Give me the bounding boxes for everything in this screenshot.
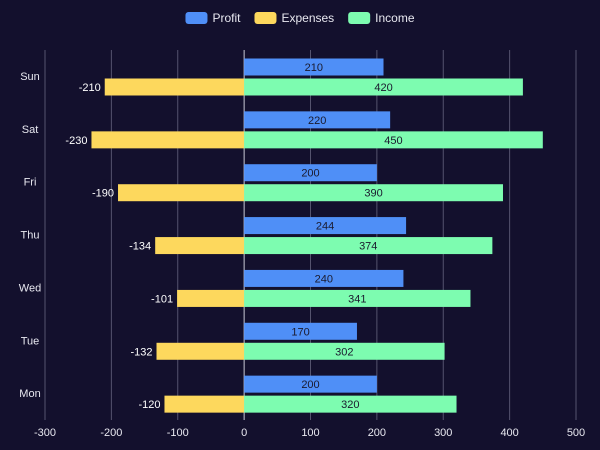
bar-label-income: 390 (364, 188, 382, 200)
bar-label-expenses: -190 (92, 188, 114, 200)
bar-expenses[interactable] (118, 184, 245, 202)
x-tick-label: 500 (567, 427, 585, 439)
bar-profit[interactable] (244, 217, 407, 235)
bar-label-income: 374 (359, 241, 377, 253)
legend-label-expenses[interactable]: Expenses (281, 11, 334, 25)
bar-expenses[interactable] (164, 395, 245, 413)
bar-label-profit: 240 (315, 273, 333, 285)
legend-label-income[interactable]: Income (375, 11, 415, 25)
bar-label-expenses: -134 (129, 241, 151, 253)
x-tick-label: -200 (100, 427, 122, 439)
x-tick-label: 300 (434, 427, 452, 439)
bar-profit[interactable] (244, 111, 391, 129)
bar-label-expenses: -132 (130, 346, 152, 358)
y-category-label: Fri (24, 177, 37, 189)
bar-income[interactable] (244, 342, 445, 360)
bar-expenses[interactable] (155, 237, 245, 255)
bar-income[interactable] (244, 237, 493, 255)
y-category-label: Mon (19, 388, 40, 400)
x-tick-label: 100 (301, 427, 319, 439)
bar-income[interactable] (244, 131, 543, 149)
y-category-label: Sat (22, 124, 39, 136)
legend-swatch-expenses[interactable] (254, 12, 277, 24)
bar-label-profit: 200 (301, 168, 319, 180)
bar-income[interactable] (244, 78, 523, 96)
bar-label-income: 302 (335, 346, 353, 358)
bar-income[interactable] (244, 289, 471, 307)
bar-label-income: 320 (341, 399, 359, 411)
x-tick-label: 400 (500, 427, 518, 439)
bar-label-profit: 200 (301, 379, 319, 391)
bar-label-income: 450 (384, 135, 402, 147)
bars (91, 58, 543, 413)
bar-profit[interactable] (244, 322, 357, 340)
y-category-label: Wed (19, 282, 41, 294)
bar-label-expenses: -230 (65, 135, 87, 147)
x-tick-label: 200 (368, 427, 386, 439)
bar-label-profit: 210 (305, 62, 323, 74)
bar-label-income: 420 (374, 82, 392, 94)
bar-profit[interactable] (244, 375, 377, 393)
bar-income[interactable] (244, 184, 503, 202)
bar-expenses[interactable] (91, 131, 245, 149)
legend-label-profit[interactable]: Profit (212, 11, 241, 25)
y-category-label: Sun (20, 71, 40, 83)
bar-label-expenses: -210 (79, 82, 101, 94)
bar-profit[interactable] (244, 269, 404, 287)
legend-swatch-profit[interactable] (185, 12, 208, 24)
grid-lines (44, 50, 577, 420)
bar-label-profit: 220 (308, 115, 326, 127)
legend-swatch-income[interactable] (348, 12, 371, 24)
bar-profit[interactable] (244, 164, 377, 182)
bar-label-profit: 244 (316, 221, 334, 233)
x-tick-label: -300 (34, 427, 56, 439)
bar-label-income: 341 (348, 293, 366, 305)
bar-income[interactable] (244, 395, 457, 413)
y-category-label: Thu (21, 230, 40, 242)
bar-expenses[interactable] (177, 289, 245, 307)
legend: Profit Expenses Income (185, 11, 415, 25)
x-tick-label: -100 (167, 427, 189, 439)
bar-label-expenses: -101 (151, 293, 173, 305)
x-tick-label: 0 (241, 427, 247, 439)
bar-expenses[interactable] (104, 78, 245, 96)
bar-label-profit: 170 (291, 326, 309, 338)
bar-expenses[interactable] (156, 342, 245, 360)
labels: -300 -200 -100 0 100 200 300 400 500 Sun 210 -210 42… (19, 62, 585, 439)
bar-label-expenses: -120 (138, 399, 160, 411)
y-category-label: Tue (21, 335, 40, 347)
bar-profit[interactable] (244, 58, 384, 76)
